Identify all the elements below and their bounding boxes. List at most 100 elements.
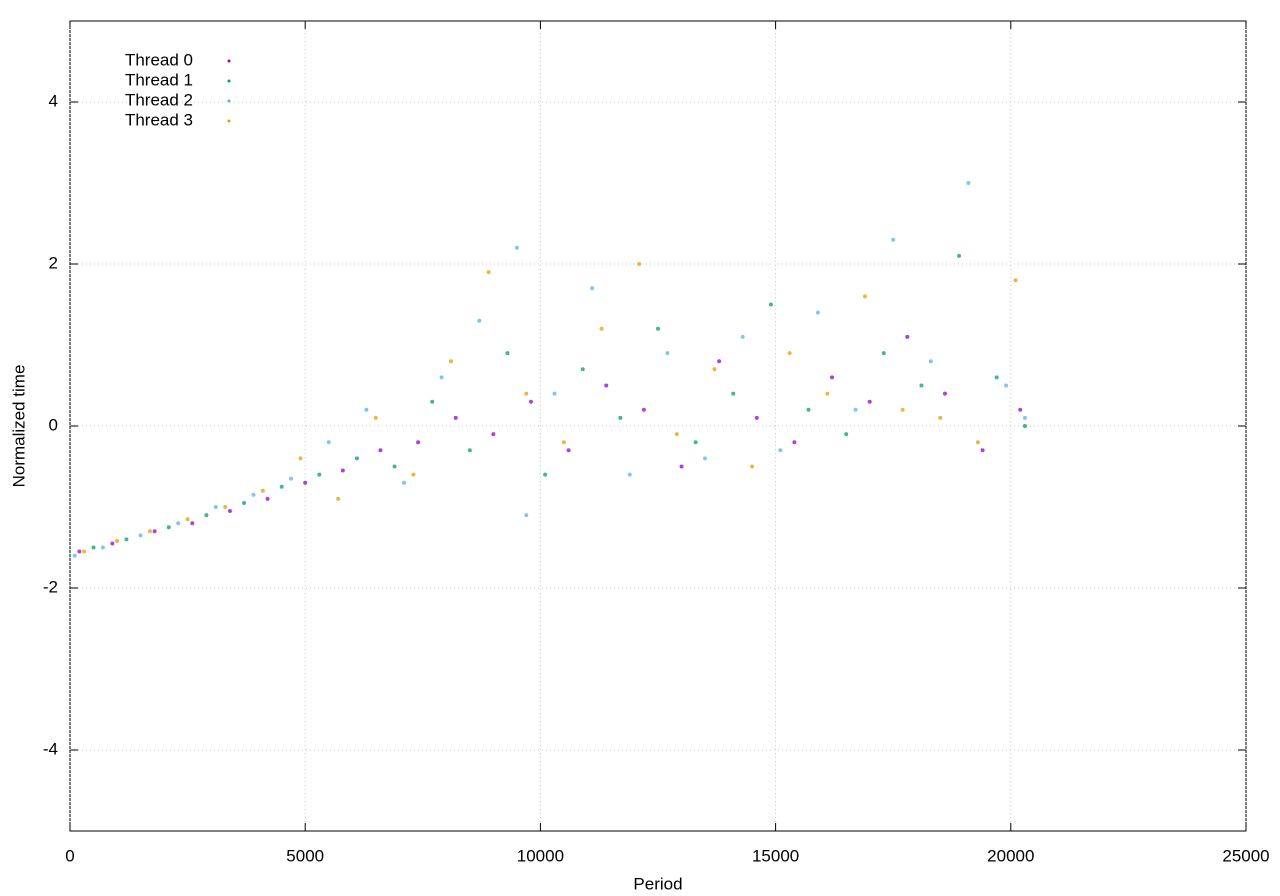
point (938, 415, 943, 420)
point (679, 464, 684, 469)
x-tick-label: 20000 (987, 846, 1034, 865)
point (787, 351, 792, 356)
point (227, 509, 232, 514)
point (326, 440, 331, 445)
point (364, 407, 369, 412)
y-tick-label: -4 (43, 739, 58, 758)
point (712, 367, 717, 372)
x-tick-label: 25000 (1222, 846, 1269, 865)
point (900, 407, 905, 412)
point (124, 537, 129, 542)
point (891, 237, 896, 242)
point (754, 415, 759, 420)
point (185, 517, 190, 522)
point (750, 464, 755, 469)
x-tick-label: 15000 (752, 846, 799, 865)
point (491, 432, 496, 437)
point (627, 472, 632, 477)
point (152, 529, 157, 534)
point (82, 549, 87, 554)
point (279, 484, 284, 489)
legend-label: Thread 0 (125, 50, 193, 69)
point (731, 391, 736, 396)
y-tick-label: -2 (43, 577, 58, 596)
point (190, 521, 195, 526)
point (1018, 407, 1023, 412)
point (604, 383, 609, 388)
point (340, 468, 345, 473)
point (298, 456, 303, 461)
point (303, 480, 308, 485)
point (242, 500, 247, 505)
legend-label: Thread 1 (125, 70, 193, 89)
point (430, 399, 435, 404)
point (919, 383, 924, 388)
point (942, 391, 947, 396)
point (514, 245, 519, 250)
point (552, 391, 557, 396)
point (566, 448, 571, 453)
point (223, 505, 228, 509)
point (957, 253, 962, 258)
point (561, 440, 566, 445)
point (867, 399, 872, 404)
point (881, 351, 886, 356)
point (213, 505, 218, 509)
point (825, 391, 830, 396)
point (905, 334, 910, 339)
point (373, 415, 378, 420)
point (980, 448, 985, 453)
point (91, 545, 96, 550)
point (439, 375, 444, 380)
point (166, 525, 171, 530)
point (674, 432, 679, 437)
point (524, 391, 529, 396)
point (656, 326, 660, 331)
point (449, 359, 454, 364)
point (176, 521, 181, 526)
y-axis-label: Normalized time (9, 365, 28, 488)
point (138, 533, 143, 538)
point (317, 472, 322, 477)
x-axis-label: Period (633, 874, 682, 893)
point (505, 351, 510, 356)
point (354, 456, 359, 461)
legend-marker (227, 59, 231, 63)
point (580, 367, 585, 372)
point (289, 476, 294, 481)
point (260, 488, 265, 493)
point (77, 549, 82, 554)
y-tick-label: 2 (49, 253, 58, 272)
point (599, 326, 604, 331)
point (453, 415, 458, 420)
point (1022, 415, 1027, 420)
point (72, 553, 77, 558)
point (486, 270, 491, 275)
point (524, 513, 529, 518)
legend-marker (227, 79, 231, 83)
point (740, 334, 745, 339)
point (392, 464, 397, 469)
point (416, 440, 421, 445)
point (411, 472, 416, 477)
point (1013, 278, 1018, 283)
point (618, 415, 623, 420)
point (815, 310, 820, 315)
legend-label: Thread 3 (125, 110, 193, 129)
point (528, 399, 533, 404)
point (806, 407, 811, 412)
x-tick-label: 10000 (517, 846, 564, 865)
point (100, 545, 105, 550)
x-tick-label: 0 (65, 846, 74, 865)
point (853, 407, 858, 412)
point (994, 375, 999, 380)
point (1004, 383, 1009, 388)
point (147, 529, 152, 534)
point (975, 440, 980, 445)
point (590, 286, 595, 291)
point (378, 448, 383, 453)
y-tick-label: 0 (49, 415, 58, 434)
point (1022, 424, 1027, 428)
point (110, 541, 115, 546)
